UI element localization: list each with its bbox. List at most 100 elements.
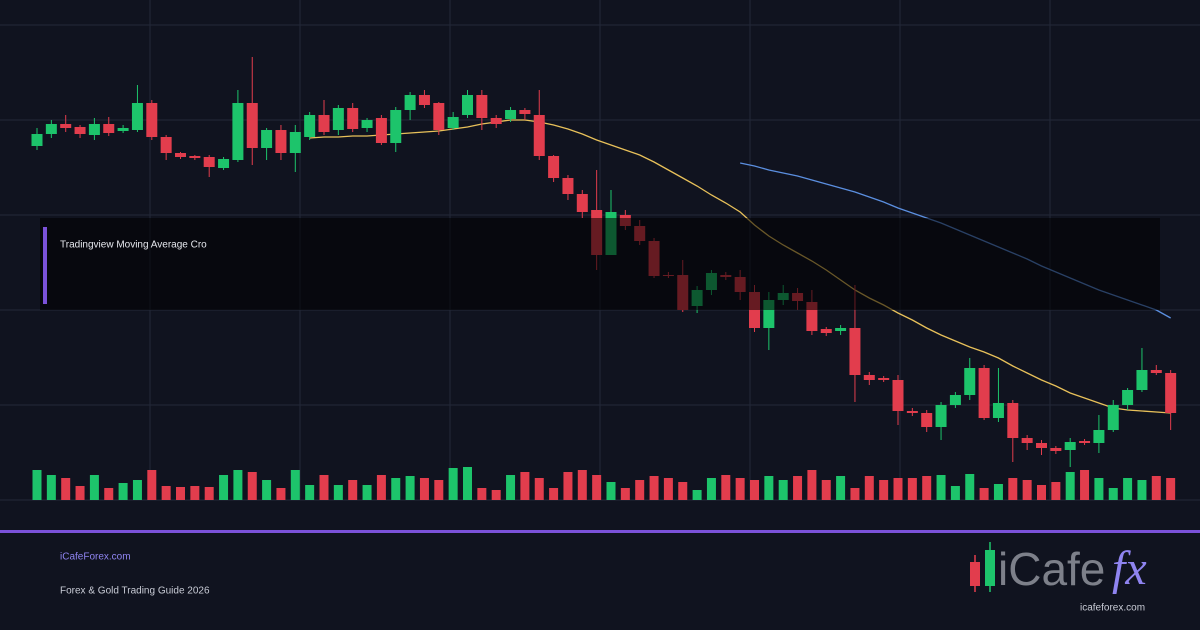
volume-bar <box>635 480 645 500</box>
divider <box>0 530 1200 533</box>
volume-bar <box>104 488 114 500</box>
volume-bar <box>477 488 487 500</box>
footer-site: iCafeForex.com <box>60 552 131 563</box>
candle-body <box>103 124 115 133</box>
volume-bar <box>506 475 516 500</box>
candle-body <box>849 328 861 375</box>
volume-bar <box>936 475 946 500</box>
candle-body <box>863 375 875 380</box>
volume-bar <box>793 476 803 500</box>
logo-url: icafeforex.com <box>1080 603 1145 614</box>
volume-bar <box>434 480 444 500</box>
volume-bar <box>262 480 272 500</box>
volume-bar <box>836 476 846 500</box>
candle-body <box>1036 443 1047 448</box>
candle-body <box>1064 442 1076 450</box>
volume-bar <box>1022 480 1032 500</box>
volume-bar <box>1123 478 1133 500</box>
overlay-accent <box>43 227 47 304</box>
overlay-title: Tradingview Moving Average Cro <box>60 240 207 251</box>
candle-body <box>361 120 373 128</box>
volume-bar <box>592 475 602 500</box>
volume-bar <box>879 480 889 500</box>
candle-body <box>175 153 186 157</box>
volume-bar <box>362 485 372 500</box>
volume-bar <box>721 475 731 500</box>
volume-bar <box>233 470 243 500</box>
logo: iCafe fx icafeforex.com <box>970 542 1147 614</box>
volume-bar <box>348 480 358 500</box>
candle-body <box>304 115 316 137</box>
volume-bar <box>147 470 157 500</box>
candle-body <box>505 110 517 119</box>
candle-body <box>1122 390 1134 405</box>
candle-body <box>1050 448 1062 451</box>
volume-bar <box>319 475 329 500</box>
volume-bar <box>922 476 932 500</box>
candle-body <box>232 103 244 160</box>
volume-bar <box>678 482 688 500</box>
candle-body <box>490 118 502 124</box>
volume-bar <box>463 467 472 500</box>
logo-icon-candle <box>970 562 980 586</box>
candle-body <box>160 137 172 153</box>
volume-bar <box>907 478 917 500</box>
volume-bar <box>692 490 702 500</box>
volume-bar <box>118 483 128 500</box>
volume-bar <box>290 470 300 500</box>
volume-bar <box>764 476 774 500</box>
volume-bar <box>32 470 42 500</box>
volume-bar <box>176 487 185 500</box>
candle-body <box>576 194 588 212</box>
candle-body <box>447 117 459 128</box>
volume-bar <box>735 478 745 500</box>
volume-bar <box>161 486 171 500</box>
candle-body <box>763 300 775 328</box>
volume-bar <box>663 478 673 500</box>
candle-body <box>1107 405 1119 430</box>
volume-bar <box>132 480 142 500</box>
candle-body <box>892 380 904 411</box>
candle-body <box>964 368 976 395</box>
candle-body <box>1079 441 1091 443</box>
volume-bar <box>1094 478 1104 500</box>
volume-bar <box>563 472 573 500</box>
candle-body <box>404 95 416 110</box>
volume-bar <box>549 488 559 500</box>
candle-body <box>835 328 847 331</box>
candle-body <box>289 132 301 153</box>
volume-bar <box>448 468 458 500</box>
volume-bar <box>1051 482 1061 500</box>
volume-bar <box>376 475 386 500</box>
overlay-box <box>40 218 1160 310</box>
volume-bar <box>1008 478 1018 500</box>
candle-body <box>390 110 402 143</box>
volume-bar <box>190 486 200 500</box>
volume-bar <box>405 476 415 500</box>
volume-bar <box>534 478 544 500</box>
volume-bar <box>305 485 315 500</box>
candle-body <box>921 413 933 427</box>
candle-body <box>131 103 143 130</box>
volume-bar <box>75 486 85 500</box>
candle-body <box>935 405 947 427</box>
candle-body <box>433 103 445 130</box>
volume-bar <box>1137 480 1147 500</box>
candle-body <box>74 127 86 134</box>
volume-bar <box>1108 488 1118 500</box>
candle-body <box>246 103 258 148</box>
candle-body <box>1007 403 1019 438</box>
candle-body <box>476 95 488 118</box>
volume-bar <box>491 490 501 500</box>
candle-body <box>878 378 890 380</box>
candle-body <box>375 118 387 143</box>
volume-bar <box>333 485 343 500</box>
candle-body <box>519 110 531 114</box>
volume-bar <box>620 488 630 500</box>
candle-body <box>806 302 818 331</box>
volume-bar <box>1065 472 1075 500</box>
candle-body <box>146 103 158 137</box>
volume-bar <box>61 478 71 500</box>
volume-bar <box>807 470 817 500</box>
volume-bar <box>520 472 530 500</box>
